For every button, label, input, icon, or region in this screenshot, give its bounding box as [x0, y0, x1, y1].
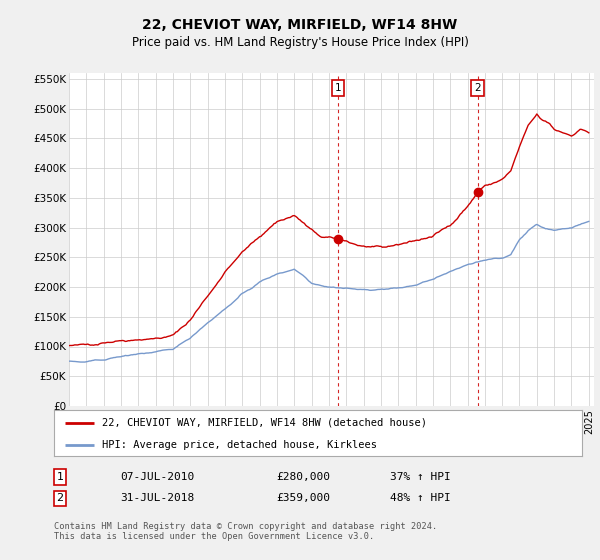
Text: 48% ↑ HPI: 48% ↑ HPI — [390, 493, 451, 503]
Text: 2: 2 — [474, 83, 481, 92]
Text: 22, CHEVIOT WAY, MIRFIELD, WF14 8HW (detached house): 22, CHEVIOT WAY, MIRFIELD, WF14 8HW (det… — [101, 418, 427, 428]
Text: 2: 2 — [56, 493, 64, 503]
Text: 1: 1 — [56, 472, 64, 482]
Text: Price paid vs. HM Land Registry's House Price Index (HPI): Price paid vs. HM Land Registry's House … — [131, 36, 469, 49]
Text: 22, CHEVIOT WAY, MIRFIELD, WF14 8HW: 22, CHEVIOT WAY, MIRFIELD, WF14 8HW — [142, 18, 458, 32]
Text: Contains HM Land Registry data © Crown copyright and database right 2024.
This d: Contains HM Land Registry data © Crown c… — [54, 522, 437, 542]
Text: 1: 1 — [335, 83, 341, 92]
Text: £280,000: £280,000 — [276, 472, 330, 482]
Text: 37% ↑ HPI: 37% ↑ HPI — [390, 472, 451, 482]
Text: £359,000: £359,000 — [276, 493, 330, 503]
Text: HPI: Average price, detached house, Kirklees: HPI: Average price, detached house, Kirk… — [101, 440, 377, 450]
Text: 07-JUL-2010: 07-JUL-2010 — [120, 472, 194, 482]
Text: 31-JUL-2018: 31-JUL-2018 — [120, 493, 194, 503]
